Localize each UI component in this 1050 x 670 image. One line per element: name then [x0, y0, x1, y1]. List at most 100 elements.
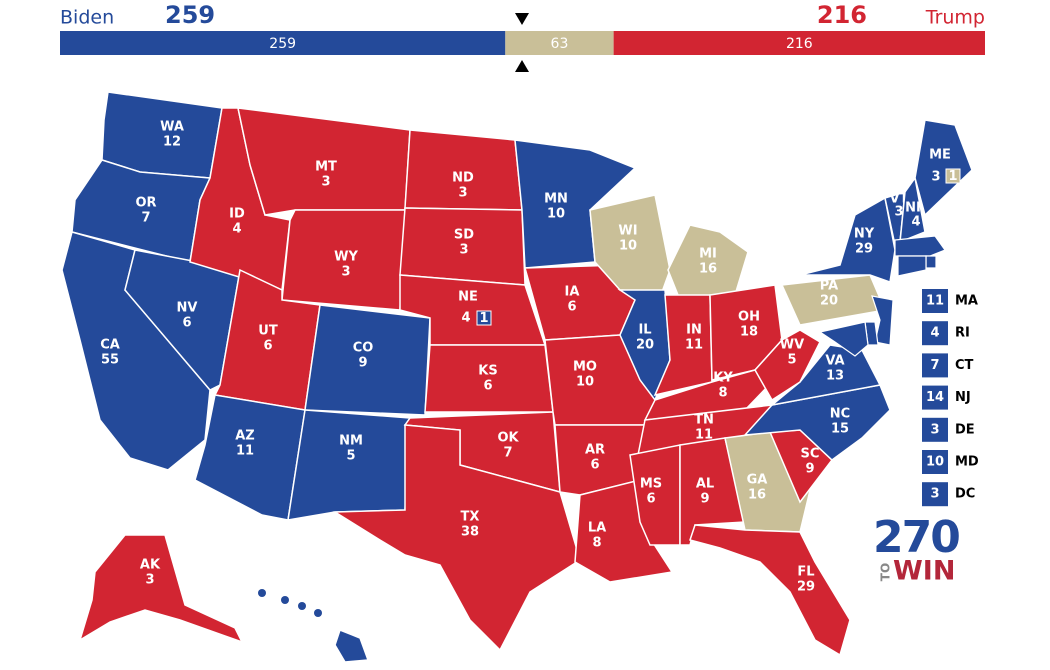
state-abbr: AZ	[235, 429, 255, 444]
left-candidate: Biden	[60, 7, 114, 29]
state-abbr: HI	[314, 634, 330, 649]
state-shape	[799, 196, 896, 284]
state-shape	[281, 209, 406, 311]
state-votes: 18	[740, 325, 758, 340]
state: AK3	[78, 534, 244, 644]
state-shape	[925, 255, 937, 269]
state-votes: 13	[826, 369, 844, 384]
state-abbr: OR	[135, 196, 156, 211]
small-state-box	[922, 417, 948, 442]
bar-segment	[613, 31, 985, 55]
island	[258, 589, 266, 597]
state-abbr: FL	[797, 565, 814, 580]
state-shape	[304, 304, 431, 416]
state-votes: 9	[358, 356, 367, 371]
state-abbr: CO	[353, 341, 374, 356]
state-votes: 3	[341, 265, 350, 280]
small-state-votes: 10	[926, 455, 944, 470]
state-votes: 8	[718, 386, 727, 401]
state-shape	[332, 424, 581, 652]
state: SD3	[399, 207, 526, 286]
state-abbr: WA	[160, 120, 184, 135]
small-state-abbr: MA	[955, 294, 978, 309]
bar-segment	[505, 31, 614, 55]
small-state-box	[922, 289, 948, 313]
state: WV5	[754, 329, 821, 402]
state-abbr: AK	[140, 558, 161, 573]
state-shape	[287, 409, 411, 521]
state-votes: 10	[547, 207, 565, 222]
right-total: 216	[817, 1, 867, 29]
state-votes: 16	[699, 262, 717, 277]
island	[314, 609, 322, 617]
small-state-abbr: DC	[955, 487, 975, 502]
state: HI4	[258, 589, 370, 664]
state-abbr: WV	[780, 338, 804, 353]
small-state-box	[922, 321, 948, 346]
state-abbr: MI	[699, 247, 717, 262]
state-abbr: NC	[830, 407, 850, 422]
state-abbr: MT	[315, 160, 337, 175]
small-state-votes: 3	[930, 422, 939, 437]
state-abbr: LA	[588, 521, 606, 536]
state-shape	[689, 524, 851, 657]
small-state-abbr: RI	[955, 326, 970, 341]
bar-segment	[60, 31, 506, 55]
state-abbr: ND	[452, 171, 474, 186]
state-votes: 6	[263, 339, 272, 354]
small-state-abbr: DE	[955, 422, 975, 437]
district-votes: 1	[948, 169, 957, 184]
state-votes: 4	[317, 649, 326, 664]
state-shape	[871, 295, 894, 346]
state-abbr: AR	[585, 443, 605, 458]
state-shape	[653, 294, 713, 397]
state-votes: 10	[576, 375, 594, 390]
logo: 270 TO WIN	[873, 512, 961, 587]
state-votes: 16	[748, 488, 766, 503]
logo-win: WIN	[893, 556, 955, 587]
small-state-votes: 14	[926, 390, 944, 405]
state-shape	[899, 176, 926, 244]
state-abbr: PA	[820, 279, 838, 294]
state-abbr: NE	[458, 290, 478, 305]
small-state-abbr: NJ	[955, 390, 971, 405]
state-abbr: GA	[747, 473, 768, 488]
bar-label: 216	[786, 36, 813, 52]
left-total: 259	[165, 1, 215, 29]
small-state-box	[922, 353, 948, 378]
state: ND3	[404, 129, 523, 211]
state-votes: 6	[567, 300, 576, 315]
state-votes: 4	[911, 215, 920, 230]
state-shape	[897, 255, 927, 277]
state-votes: 3	[145, 573, 154, 588]
state-abbr: MS	[640, 477, 662, 492]
district-votes: 1	[479, 311, 488, 326]
state-votes: 55	[101, 353, 119, 368]
state-abbr: VA	[825, 354, 844, 369]
state-shape	[818, 321, 869, 357]
state: CO9	[304, 304, 431, 416]
state-abbr: KY	[713, 371, 733, 386]
small-state-abbr: MD	[955, 455, 979, 470]
state-votes: 15	[831, 422, 849, 437]
state-votes: 11	[236, 444, 254, 459]
state-abbr: TN	[694, 413, 714, 428]
state-votes: 6	[646, 492, 655, 507]
state-abbr: ME	[929, 148, 951, 163]
state-votes: 6	[590, 458, 599, 473]
state-abbr: OH	[738, 310, 760, 325]
marker-down	[515, 13, 529, 25]
state-votes: 3	[931, 170, 940, 185]
right-candidate: Trump	[925, 7, 985, 29]
state-shape	[78, 534, 244, 644]
small-state-box	[922, 385, 948, 410]
